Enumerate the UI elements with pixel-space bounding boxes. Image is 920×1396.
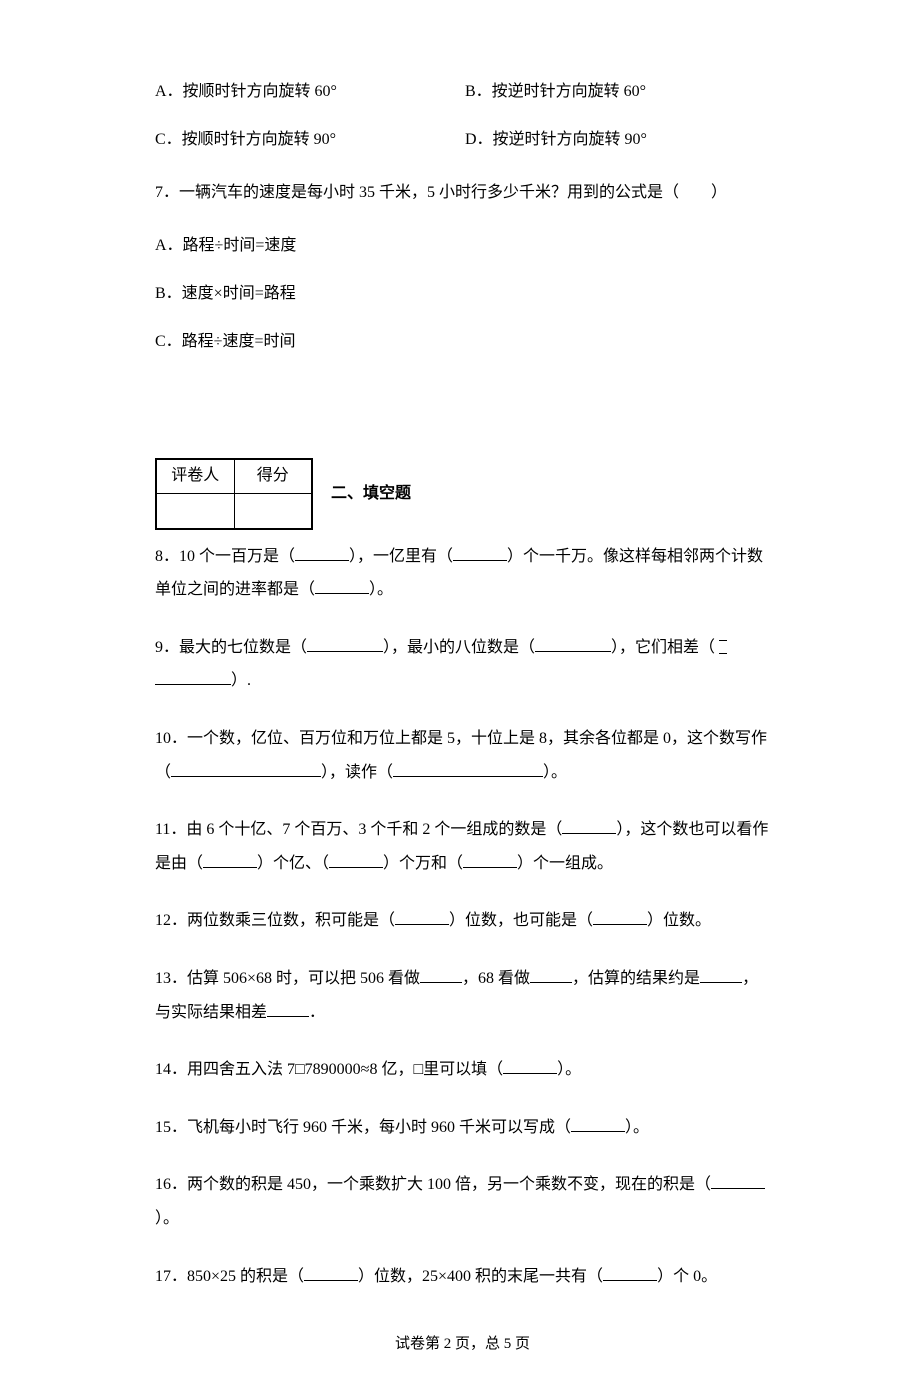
blank: [307, 636, 383, 652]
blank: [593, 909, 647, 925]
blank: [304, 1265, 358, 1281]
grader-col2-header: 得分: [234, 459, 312, 494]
blank: [329, 852, 383, 868]
q13-t3: ，估算的结果约是: [572, 970, 700, 987]
q17-t2: ）位数，25×400 积的末尾一共有（: [358, 1268, 603, 1285]
q12: 12．两位数乘三位数，积可能是（ ）位数，也可能是（ ）位数。: [155, 904, 770, 938]
blank: [420, 967, 462, 983]
q8-t4: ）。: [369, 581, 393, 598]
q6-option-b: B．按逆时针方向旋转 60°: [465, 80, 770, 104]
blank: [711, 1173, 765, 1189]
q7-option-c: C．路程÷速度=时间: [155, 330, 770, 354]
q6-option-a: A．按顺时针方向旋转 60°: [155, 80, 465, 104]
q11-t3: ）个亿、（: [257, 855, 329, 872]
blank: [503, 1058, 557, 1074]
q15-t1: 15．飞机每小时飞行 960 千米，每小时 960 千米可以写成（: [155, 1119, 571, 1136]
q7-option-b: B．速度×时间=路程: [155, 282, 770, 306]
q9-t2: ），最小的八位数是（: [383, 639, 535, 656]
blank: [203, 852, 257, 868]
q12-t1: 12．两位数乘三位数，积可能是（: [155, 912, 395, 929]
q16: 16．两个数的积是 450，一个乘数扩大 100 倍，另一个乘数不变，现在的积是…: [155, 1168, 770, 1235]
blank: [535, 636, 611, 652]
section2-title: 二、填空题: [331, 482, 411, 506]
blank: [315, 578, 369, 594]
grader-col1-header: 评卷人: [156, 459, 234, 494]
q15: 15．飞机每小时飞行 960 千米，每小时 960 千米可以写成（ ）。: [155, 1111, 770, 1145]
q6-option-c: C．按顺时针方向旋转 90°: [155, 128, 465, 152]
q6-option-d: D．按逆时针方向旋转 90°: [465, 128, 770, 152]
q11-t4: ）个万和（: [383, 855, 463, 872]
q9: 9．最大的七位数是（ ），最小的八位数是（ ），它们相差（ ）.: [155, 631, 770, 698]
blank: [562, 818, 616, 834]
blank: [155, 669, 231, 685]
q8-t2: ），一亿里有（: [349, 548, 453, 565]
blank: [395, 909, 449, 925]
blank: [393, 761, 543, 777]
blank: [463, 852, 517, 868]
q17-t1: 17．850×25 的积是（: [155, 1268, 304, 1285]
q13: 13．估算 506×68 时，可以把 506 看做，68 看做，估算的结果约是，…: [155, 962, 770, 1029]
q13-t1: 13．估算 506×68 时，可以把 506 看做: [155, 970, 420, 987]
q6-options-row2: C．按顺时针方向旋转 90° D．按逆时针方向旋转 90°: [155, 128, 770, 152]
grader-col2-cell: [234, 494, 312, 529]
blank: [171, 761, 321, 777]
q9-t1: 9．最大的七位数是（: [155, 639, 307, 656]
q11-t1: 11．由 6 个十亿、7 个百万、3 个千和 2 个一组成的数是（: [155, 821, 562, 838]
q12-t3: ）位数。: [647, 912, 711, 929]
grader-col1-cell: [156, 494, 234, 529]
section2-header: 评卷人 得分 二、填空题: [155, 458, 770, 530]
q11: 11．由 6 个十亿、7 个百万、3 个千和 2 个一组成的数是（），这个数也可…: [155, 813, 770, 880]
q6-options-row1: A．按顺时针方向旋转 60° B．按逆时针方向旋转 60°: [155, 80, 770, 104]
blank: [267, 1001, 309, 1017]
blank: [603, 1265, 657, 1281]
q12-t2: ）位数，也可能是（: [449, 912, 593, 929]
q9-t4: ）.: [231, 672, 251, 689]
q9-t3: ），它们相差（: [611, 639, 715, 656]
q7-stem: 7．一辆汽车的速度是每小时 35 千米，5 小时行多少千米？用到的公式是（ ）: [155, 176, 770, 210]
q10-t2: ），读作（: [321, 764, 393, 781]
cursor-mark-icon: [719, 640, 727, 654]
q13-t2: ，68 看做: [462, 970, 530, 987]
q16-t2: ）。: [155, 1210, 179, 1227]
q15-t2: ）。: [625, 1119, 649, 1136]
q8-t1: 8．10 个一百万是（: [155, 548, 295, 565]
q7-option-a: A．路程÷时间=速度: [155, 234, 770, 258]
q17: 17．850×25 的积是（ ）位数，25×400 积的末尾一共有（ ）个 0。: [155, 1260, 770, 1294]
q16-t1: 16．两个数的积是 450，一个乘数扩大 100 倍，另一个乘数不变，现在的积是…: [155, 1176, 711, 1193]
q17-t3: ）个 0。: [657, 1268, 717, 1285]
blank: [530, 967, 572, 983]
q14-t2: ）。: [557, 1061, 581, 1078]
q14: 14．用四舍五入法 7□7890000≈8 亿，□里可以填（ ）。: [155, 1053, 770, 1087]
q8: 8．10 个一百万是（），一亿里有（）个一千万。像这样每相邻两个计数单位之间的进…: [155, 540, 770, 607]
blank: [700, 967, 742, 983]
q10-t3: ）。: [543, 764, 567, 781]
q10: 10．一个数，亿位、百万位和万位上都是 5，十位上是 8，其余各位都是 0，这个…: [155, 722, 770, 789]
q11-t5: ）个一组成。: [517, 855, 613, 872]
grader-table: 评卷人 得分: [155, 458, 313, 530]
blank: [571, 1116, 625, 1132]
blank: [295, 545, 349, 561]
blank: [453, 545, 507, 561]
page-footer: 试卷第 2 页，总 5 页: [155, 1333, 770, 1356]
q13-t5: ．: [309, 1004, 325, 1021]
q14-t1: 14．用四舍五入法 7□7890000≈8 亿，□里可以填（: [155, 1061, 503, 1078]
